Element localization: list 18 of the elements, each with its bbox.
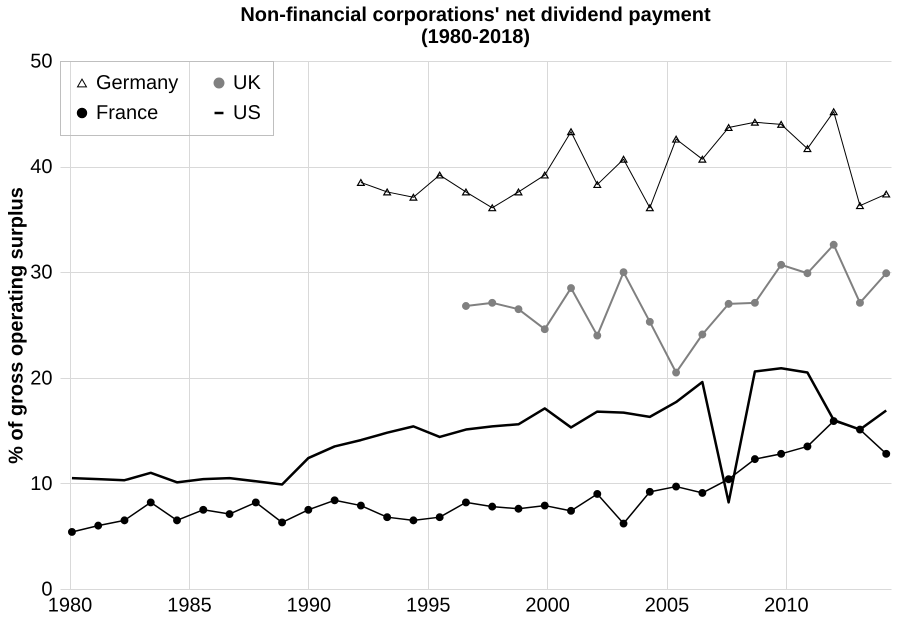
- x-tick-label: 2000: [525, 594, 570, 616]
- x-tick-label: 1995: [406, 594, 450, 616]
- chart-title: Non-financial corporations' net dividend payment (1980-2018): [240, 4, 712, 48]
- x-tick-label: 2005: [644, 594, 690, 616]
- y-tick-label: 40: [30, 156, 52, 178]
- x-tick-label: 1980: [48, 594, 92, 616]
- x-tick-label: 1985: [167, 594, 212, 616]
- x-tick-label: 2010: [764, 594, 809, 616]
- y-tick-label: 30: [30, 262, 52, 284]
- legend-label: US: [233, 102, 261, 124]
- legend-label: France: [96, 102, 158, 124]
- y-tick-label: 10: [30, 472, 52, 495]
- y-axis-title: % of gross operating surplus: [5, 187, 28, 464]
- legend-label: Germany: [96, 72, 178, 94]
- y-tick-label: 50: [30, 50, 52, 72]
- y-tick-label: 20: [30, 367, 52, 390]
- legend-label: UK: [233, 72, 262, 94]
- x-tick-label: 1990: [286, 594, 332, 616]
